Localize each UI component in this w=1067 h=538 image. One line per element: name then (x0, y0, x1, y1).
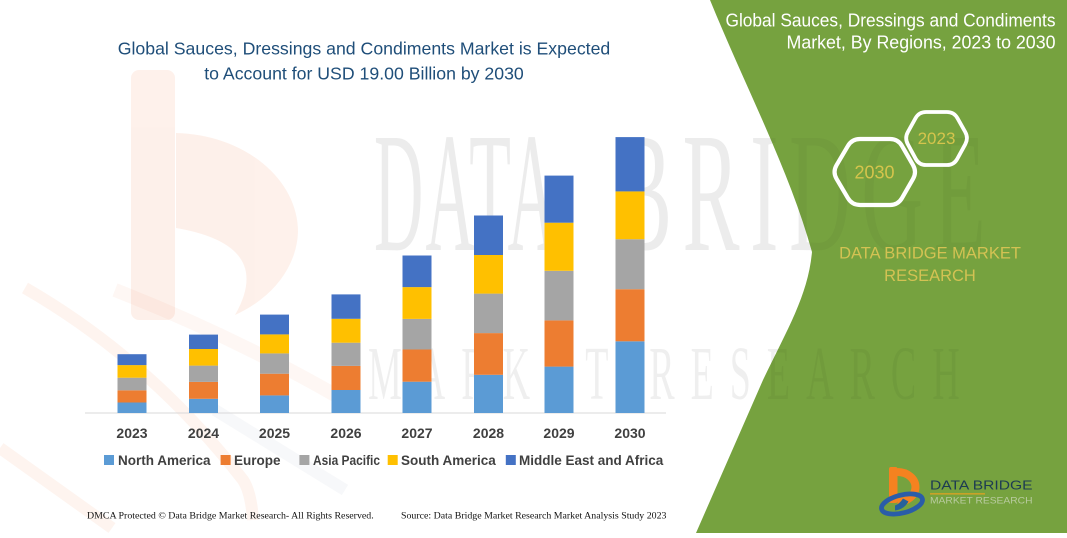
svg-text:2030: 2030 (614, 425, 645, 441)
svg-text:Global Sauces, Dressings and C: Global Sauces, Dressings and Condiments … (118, 39, 611, 59)
svg-text:2027: 2027 (401, 425, 432, 441)
svg-text:DATA BRIDGE MARKET: DATA BRIDGE MARKET (839, 245, 1021, 263)
svg-text:2026: 2026 (330, 425, 361, 441)
svg-text:MARKET RESEARCH: MARKET RESEARCH (930, 496, 1033, 506)
svg-text:2030: 2030 (854, 163, 894, 183)
svg-text:North America: North America (118, 453, 211, 468)
svg-text:DATA BRIDGE: DATA BRIDGE (930, 478, 1033, 493)
svg-text:South America: South America (401, 453, 496, 468)
svg-text:2024: 2024 (188, 425, 219, 441)
svg-text:2029: 2029 (543, 425, 574, 441)
svg-text:Market, By Regions, 2023 to 20: Market, By Regions, 2023 to 2030 (787, 33, 1056, 53)
svg-text:to Account for USD 19.00 Billi: to Account for USD 19.00 Billion by 2030 (204, 64, 524, 84)
svg-text:RESEARCH: RESEARCH (884, 267, 976, 285)
svg-text:Global Sauces, Dressings and C: Global Sauces, Dressings and Condiments (726, 11, 1056, 31)
svg-text:2023: 2023 (116, 425, 147, 441)
svg-text:Europe: Europe (234, 453, 281, 468)
svg-text:Middle East and Africa: Middle East and Africa (519, 453, 664, 468)
svg-text:2023: 2023 (918, 129, 956, 148)
svg-text:DATA: DATA (374, 99, 559, 288)
svg-text:2025: 2025 (259, 425, 290, 441)
svg-text:DMCA Protected © Data Bridge M: DMCA Protected © Data Bridge Market Rese… (87, 511, 374, 522)
svg-text:2028: 2028 (473, 425, 504, 441)
svg-text:Asia Pacific: Asia Pacific (313, 453, 380, 468)
svg-text:Source: Data Bridge Market Res: Source: Data Bridge Market Research Mark… (401, 511, 667, 522)
